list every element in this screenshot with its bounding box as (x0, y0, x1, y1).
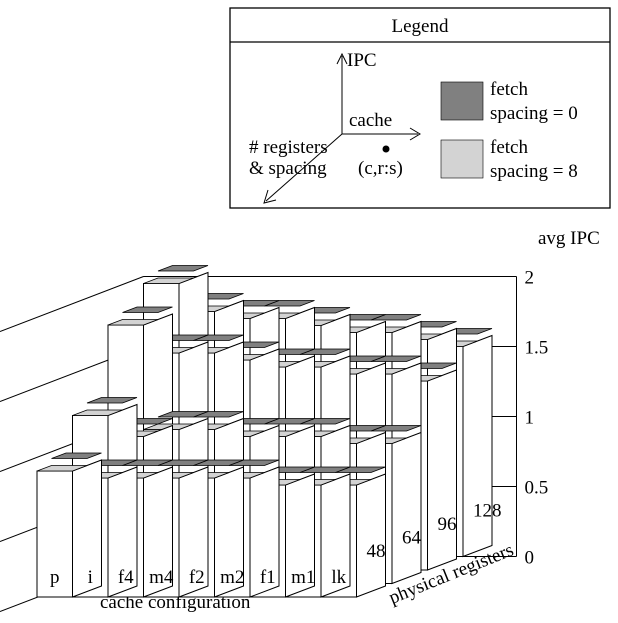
chart-tick-labels: 0 0.5 1 1.5 2 p i f4 m4 f2 m2 f1 m1 lk 48 64 96 128 (50, 268, 548, 589)
z-tick-label-1: 0.5 (525, 478, 549, 499)
x-tick-label-m2: m2 (220, 567, 244, 588)
y-tick-label-48: 48 (367, 541, 386, 562)
legend-swatch-spacing-0 (440, 81, 484, 121)
bar-m2-r48-side (249, 466, 280, 598)
legend-point-label: (c,r:s) (358, 158, 403, 179)
legend-swatch-spacing-8 (440, 139, 484, 179)
legend-title: Legend (392, 16, 449, 37)
bar-i-r48-side (107, 466, 138, 598)
bar-lk-r48-side (356, 473, 386, 598)
y-tick-label-64: 64 (402, 528, 422, 549)
bar-p-r128-top-spacing8 (143, 277, 194, 284)
x-tick-label-f4: f4 (118, 567, 134, 588)
z-axis-title: avg IPC (538, 228, 600, 249)
z-tick-label-0: 0 (525, 548, 535, 569)
legend-entry-spacing-8-line2: spacing = 8 (490, 161, 578, 182)
bar-lk-r64-side (391, 431, 422, 585)
bar-p-r64-top-spacing8 (72, 409, 123, 416)
bar-lk-r96-side (427, 369, 457, 571)
z-tick-label-4: 2 (525, 268, 535, 289)
x-tick-label-p: p (50, 567, 60, 588)
legend-entry-spacing-0-line1: fetch (490, 79, 528, 100)
y-tick-label-96: 96 (438, 514, 457, 535)
legend-point-marker (382, 145, 390, 153)
bar-f4-r48-side (143, 466, 173, 598)
bar-p-r96-top-spacing8 (107, 319, 159, 326)
bar-p-r48-front (36, 470, 73, 598)
legend-axis-registers-label-2: & spacing (249, 158, 327, 179)
bar-f1-r48-side (285, 473, 315, 598)
bar-p-r96-top-spacing0 (122, 306, 173, 313)
y-tick-label-128: 128 (473, 501, 502, 522)
z-tick-label-3: 1.5 (525, 338, 549, 359)
x-tick-label-f2: f2 (189, 567, 205, 588)
legend-entry-spacing-0-line2: spacing = 0 (490, 103, 578, 124)
legend-axis-registers-arrowhead (263, 189, 277, 204)
z-tick-label-2: 1 (525, 408, 535, 429)
x-tick-label-f1: f1 (260, 567, 276, 588)
bar-lk-r128-side (462, 334, 493, 558)
chart-bars (36, 265, 493, 598)
legend-axis-ipc-arrowhead (336, 52, 348, 65)
bar-m4-r48-side (178, 466, 209, 598)
legend-frame (229, 7, 611, 209)
bar-p-r64-top-spacing0 (86, 397, 138, 404)
x-tick-label-i: i (88, 567, 93, 588)
legend-axis-ipc-label: IPC (347, 50, 377, 71)
legend-axis-registers-line (265, 133, 343, 202)
legend-axis-cache-label: cache (349, 110, 392, 131)
legend-axis-cache-arrowhead (409, 127, 421, 141)
gridline-4 (0, 276, 144, 332)
x-tick-label-m4: m4 (149, 567, 174, 588)
bar-p-r128-top-spacing0 (157, 265, 209, 272)
x-tick-label-lk: lk (331, 567, 346, 588)
legend-axis-registers-label-1: # registers (249, 137, 328, 158)
bar-p-r48-top-spacing0 (51, 452, 102, 459)
bar-m1-r48-side (320, 473, 351, 598)
x-tick-label-m1: m1 (291, 567, 315, 588)
bar-f2-r48-side (214, 466, 244, 598)
legend-entry-spacing-8-line1: fetch (490, 137, 528, 158)
bar-f4-r64-top-spacing0 (157, 411, 209, 418)
legend: Legend IPC cache # registers & spacing (… (229, 7, 611, 209)
bar-p-r48-top-spacing8 (36, 465, 88, 472)
bar-p-r48-side (72, 459, 102, 598)
